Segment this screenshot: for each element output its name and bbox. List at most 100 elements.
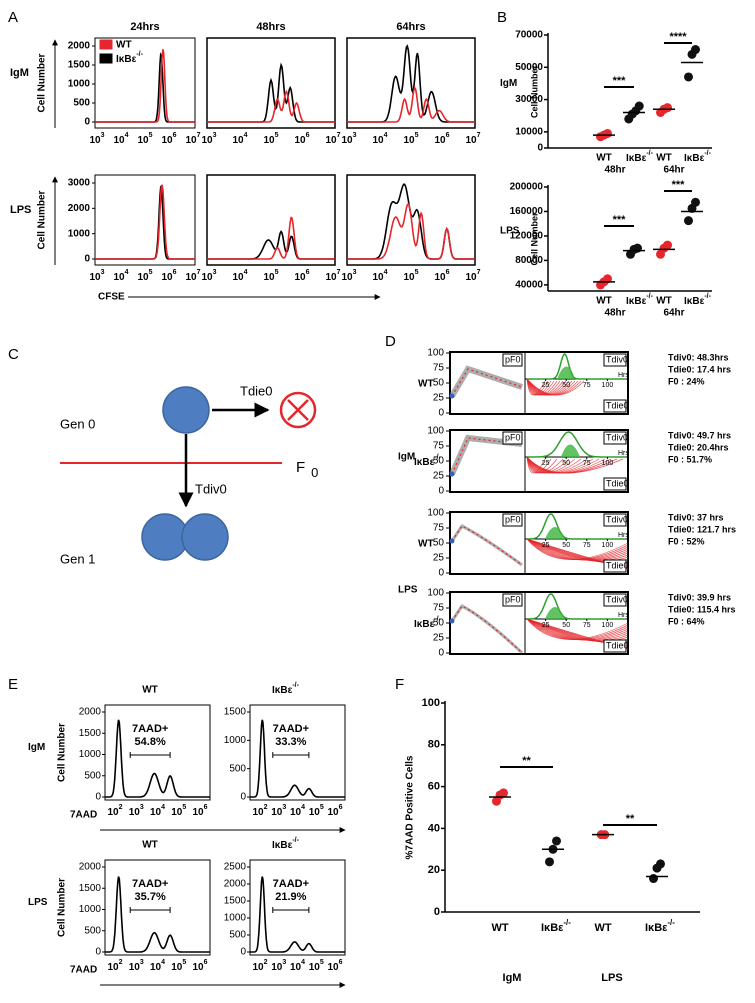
tick-exponent: 5 (320, 804, 324, 811)
y-tick-label: 200000 (510, 182, 544, 193)
x-tick-label: 25 (542, 382, 550, 389)
x-tick-label: 102 (252, 804, 267, 818)
x-tick-label: IκBε-/- (541, 918, 571, 934)
fit-statistic: Tdie0: 20.4hrs (668, 442, 729, 452)
x-tick-label: 105 (263, 269, 278, 283)
tick-exponent: 7 (337, 269, 341, 276)
diagram-label: Gen 1 (60, 551, 95, 566)
row-label: LPS (500, 226, 520, 237)
y-tick-label: 500 (229, 930, 246, 941)
tick-exponent: 3 (101, 269, 105, 276)
x-tick-label: WT (594, 922, 611, 934)
y-tick-label: 0 (95, 947, 101, 958)
y-tick-label: 10000 (515, 126, 543, 137)
data-point (545, 857, 554, 867)
row-label: IgM (500, 78, 517, 89)
row-label: LPS (398, 585, 418, 596)
data-point (649, 874, 658, 884)
x-tick-label: 103 (201, 132, 216, 146)
gate-percent: 54.8% (135, 736, 166, 748)
genotype-name: IκBε (684, 153, 705, 164)
x-tick-label: 104 (232, 132, 247, 146)
tick-base: 10 (107, 807, 119, 818)
genotype-superscript: -/- (563, 918, 571, 927)
y-axis-label: Cell Number (37, 190, 48, 249)
histogram-frame (206, 37, 336, 129)
tick-base: 10 (129, 962, 141, 973)
tick-exponent: 3 (140, 959, 144, 966)
box-label-frame (603, 513, 627, 527)
genotype-name: IκBε (116, 54, 137, 65)
box-label: pF0 (505, 594, 521, 604)
data-point (684, 216, 693, 226)
column-header: 64hrs (396, 21, 425, 33)
tick-exponent: 3 (353, 132, 357, 139)
y-tick-label: 120000 (510, 231, 544, 242)
y-tick-label: 0 (438, 486, 444, 497)
x-tick-label: 106 (161, 269, 176, 283)
box-label: Tdiv0 (606, 594, 628, 604)
y-tick-label: 40000 (515, 280, 543, 291)
tick-base: 10 (201, 135, 213, 146)
fit-statistic: Tdie0: 121.7 hrs (668, 524, 736, 534)
panel-letter: B (497, 9, 507, 26)
tick-exponent: 3 (140, 804, 144, 811)
y-tick-label: 1500 (79, 883, 102, 894)
data-point (603, 274, 612, 284)
group-label: 64hr (663, 308, 684, 319)
histogram-curve (105, 719, 210, 798)
y-tick-label: 0 (438, 648, 444, 659)
tick-base: 10 (372, 272, 384, 283)
y-tick-label: 50000 (515, 62, 543, 73)
box-label-frame (502, 593, 523, 607)
x-tick-label: 25 (542, 460, 550, 467)
tick-base: 10 (161, 272, 173, 283)
y-tick-label: 500 (84, 770, 101, 781)
tick-exponent: 4 (244, 132, 248, 139)
histogram-frame (104, 704, 211, 801)
histogram-curve (95, 49, 195, 123)
histogram-curve (527, 431, 626, 458)
fit-statistic: Tdiv0: 48.3hrs (668, 352, 729, 362)
fit-statistic: F0 : 52% (668, 536, 705, 546)
tick-base: 10 (325, 135, 337, 146)
tick-base: 10 (161, 135, 173, 146)
tick-exponent: 4 (301, 959, 305, 966)
y-tick-label: 50 (433, 378, 445, 389)
tick-base: 10 (113, 135, 125, 146)
panel-letter: C (8, 346, 19, 363)
histogram-frame (206, 174, 336, 266)
tick-base: 10 (232, 272, 244, 283)
x-tick-label: 75 (583, 542, 591, 549)
y-tick-label: 25 (433, 553, 445, 564)
x-tick-label: WT (656, 296, 672, 307)
x-axis-label: 7AAD (70, 810, 97, 821)
y-tick-label: 2000 (79, 707, 102, 718)
genotype-name: IκBε (684, 296, 705, 307)
row-label: IgM (10, 67, 29, 79)
death-symbol (279, 391, 317, 429)
x-tick-label: 106 (294, 132, 309, 146)
box-label: Tdie0 (606, 400, 629, 410)
genotype-superscript: -/- (434, 454, 441, 461)
tick-exponent: 3 (353, 269, 357, 276)
fit-statistic: Tdiv0: 37 hrs (668, 512, 724, 522)
x-tick-label: 102 (107, 804, 122, 818)
box-label: pF0 (505, 354, 521, 364)
row-label: LPS (28, 897, 48, 908)
tick-base: 10 (137, 272, 149, 283)
x-tick-label: 103 (271, 804, 286, 818)
x-tick-label: 105 (309, 804, 324, 818)
y-tick-label: 100 (427, 426, 444, 437)
y-tick-label: 100 (422, 697, 440, 709)
x-tick-label: WT (491, 922, 508, 934)
tick-base: 10 (137, 135, 149, 146)
x-tick-label: 106 (327, 959, 342, 973)
death-symbol (287, 399, 309, 421)
y-tick-label: 500 (84, 925, 101, 936)
x-tick-label: 107 (185, 269, 200, 283)
x-tick-label: 104 (150, 959, 165, 973)
x-tick-label: 105 (137, 132, 152, 146)
tick-exponent: 5 (415, 132, 419, 139)
